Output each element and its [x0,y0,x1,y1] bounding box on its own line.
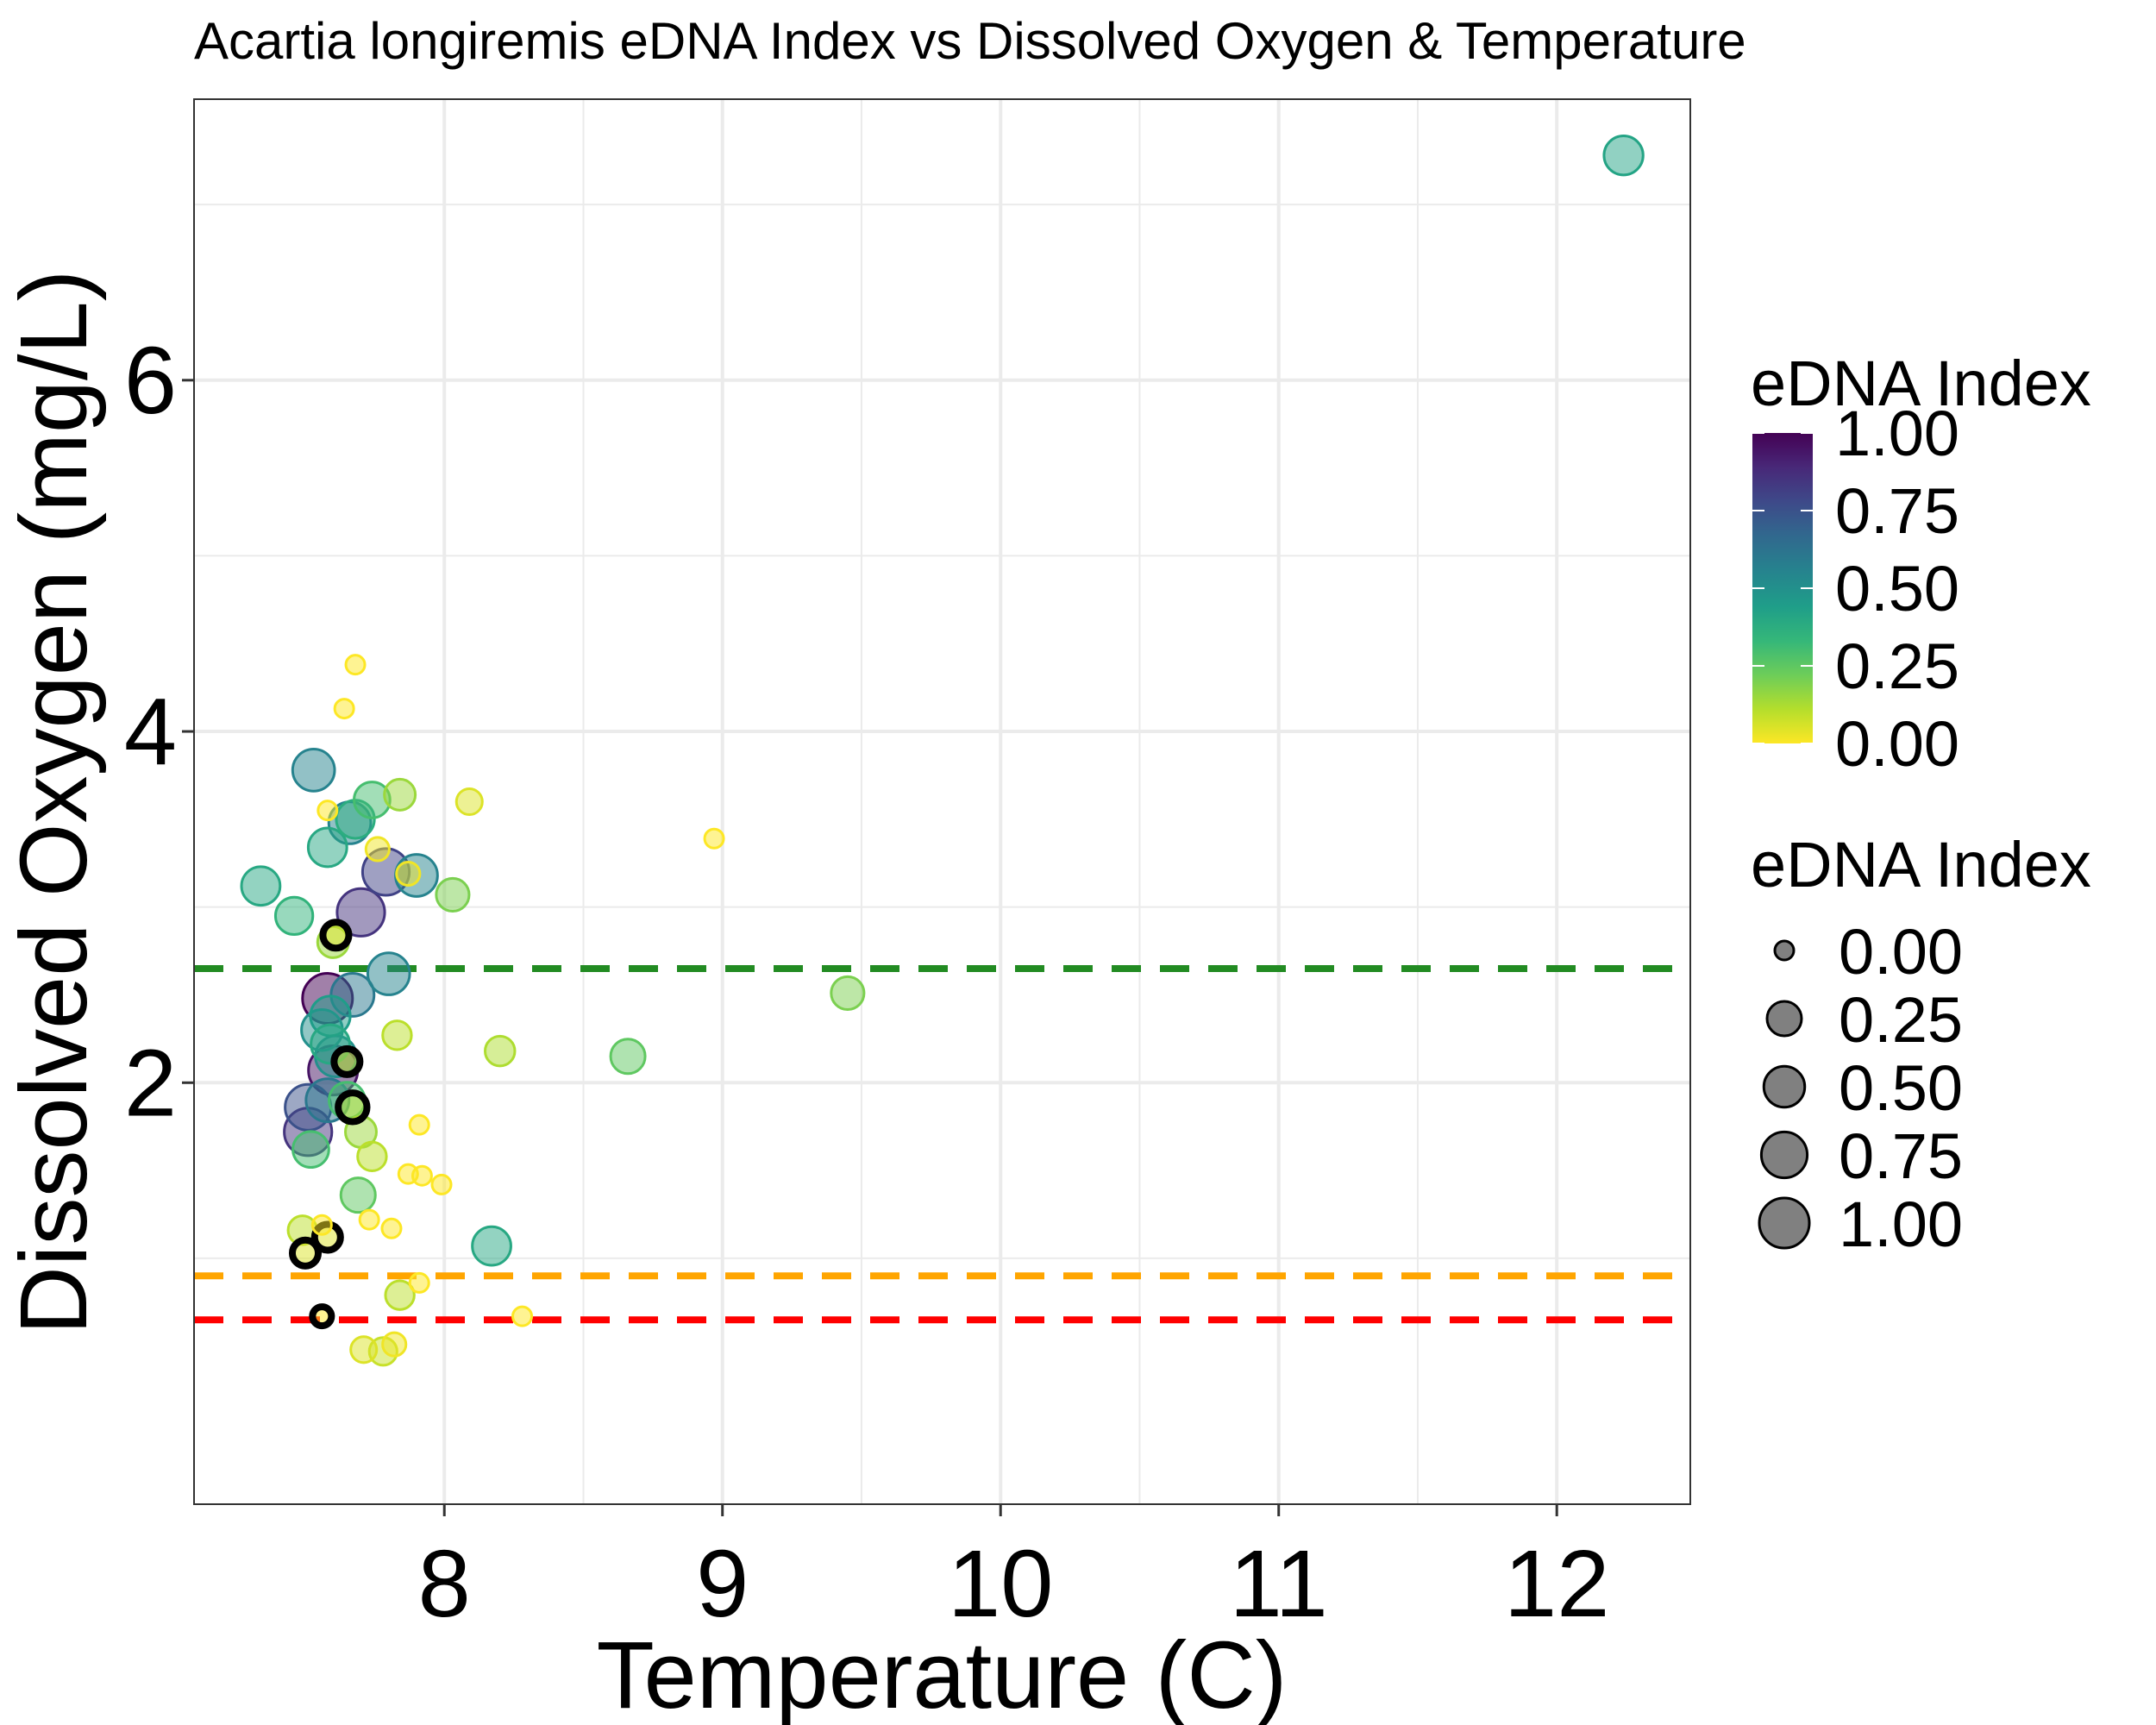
size-legend-key [1765,1000,1803,1038]
data-point [408,1113,430,1136]
size-legend: eDNA Index 0.000.250.500.751.00 [1751,829,2091,1260]
size-legend-key [1759,1130,1809,1180]
data-point [335,1089,371,1126]
chart-title: Acartia longiremis eDNA Index vs Dissolv… [194,12,1746,70]
data-point [364,836,391,862]
data-points [240,134,1645,1367]
data-point [383,777,417,812]
data-point [306,826,348,869]
color-legend-label: 0.00 [1835,708,1959,780]
data-point [484,1034,517,1068]
color-legend-label: 1.00 [1835,398,1959,469]
reference-lines [194,964,1690,1324]
data-point [344,654,367,676]
y-tick-label: 6 [124,328,177,434]
data-point [309,1303,335,1330]
x-tick-label: 10 [948,1531,1053,1637]
data-point [273,895,315,937]
data-point [380,1217,403,1239]
data-point [366,951,411,996]
size-legend-label: 1.00 [1839,1189,1963,1260]
data-point [330,1044,364,1078]
x-tick-label: 8 [418,1531,471,1637]
size-legend-label: 0.25 [1839,984,1963,1056]
data-point [1602,134,1645,177]
x-tick-label: 12 [1504,1531,1609,1637]
data-point [703,827,725,850]
size-legend-label: 0.75 [1839,1120,1963,1192]
size-legend-label: 0.50 [1839,1052,1963,1124]
data-point [317,800,339,822]
data-point [291,747,336,793]
x-axis: 8 9 10 11 12 [418,1504,1609,1637]
y-tick-label: 4 [124,679,177,785]
x-axis-title: Temperature (C) [597,1622,1288,1725]
data-point [333,698,355,720]
data-point [384,1279,416,1311]
data-point [339,1176,377,1214]
data-point [381,1331,408,1358]
y-tick-label: 2 [124,1030,177,1136]
data-point [471,1225,512,1267]
data-point [349,1335,379,1364]
y-axis-title: Dissolved Oxygen (mg/L) [1,270,107,1335]
size-legend-title: eDNA Index [1751,829,2091,900]
y-axis: 2 4 6 [124,328,194,1136]
color-legend-label: 0.75 [1835,475,1959,547]
size-legend-key [1758,1196,1811,1250]
data-point [335,887,386,938]
data-point [609,1038,647,1076]
size-legend-label: 0.00 [1839,916,1963,988]
color-legend-title: eDNA Index [1751,348,2091,419]
color-legend-label: 0.25 [1835,630,1959,702]
x-tick-label: 9 [696,1531,749,1637]
data-point [288,1236,323,1270]
data-point [454,787,484,817]
data-point [240,865,282,907]
data-point [830,975,866,1012]
data-point [411,1164,433,1187]
data-point [435,876,471,913]
data-point [511,1305,534,1327]
data-point [319,919,353,952]
data-point [356,1140,388,1173]
data-point [430,1173,453,1195]
data-point [358,1208,380,1231]
x-tick-label: 11 [1230,1531,1328,1637]
size-legend-key [1762,1064,1807,1109]
color-legend-label: 0.50 [1835,553,1959,624]
data-point [310,1214,333,1236]
panel-border [193,98,1691,1505]
data-point [291,1130,330,1170]
data-point [408,1271,430,1294]
data-point [395,860,422,888]
color-legend: eDNA Index 1.000.750.500.250.00 [1751,348,2091,780]
size-legend-key [1773,939,1796,962]
data-point [381,1019,413,1051]
